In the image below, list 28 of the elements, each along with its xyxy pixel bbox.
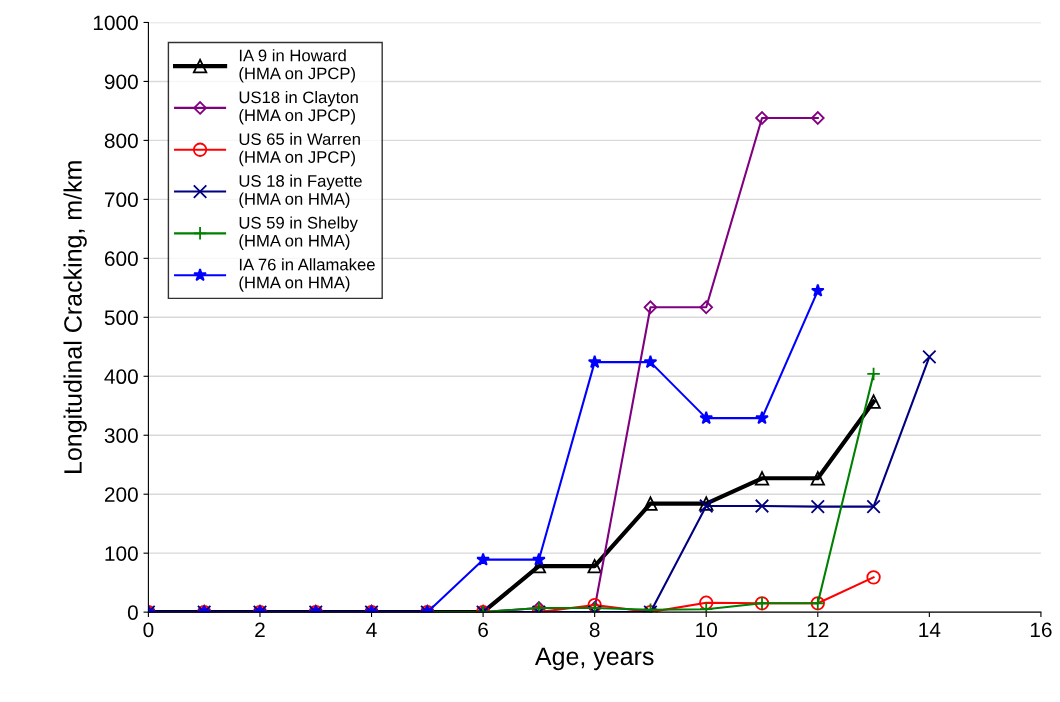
x-tick-label: 12 [807,622,829,637]
x-tick-label: 2 [255,622,265,637]
y-tick-label: 900 [104,74,138,90]
y-tick-label: 500 [104,310,138,326]
x-tick-label: 6 [478,622,488,638]
x-tick-label: 4 [366,622,377,637]
x-tick-label: 14 [919,622,941,637]
y-axis-title: Longitudinal Cracking, m/km [63,161,87,473]
y-tick-label: 300 [104,428,138,443]
y-tick-label: 600 [104,251,138,267]
y-tick-label: 400 [104,369,138,385]
y-tick-label: 200 [104,487,138,502]
y-tick-label: 1000 [93,15,138,31]
legend-label: IA 9 in Howard (HMA on JPCP) [239,49,355,83]
y-tick-label: 700 [104,192,138,208]
y-tick-label: 800 [104,133,138,149]
x-tick-label: 16 [1030,622,1052,638]
legend-label: US 59 in Shelby (HMA on HMA) [239,216,358,250]
legend-label: US 65 in Warren (HMA on JPCP) [239,132,360,167]
legend-label: IA 76 in Allamakee (HMA on HMA) [239,258,375,292]
y-tick-label: 100 [105,546,138,561]
x-axis-title: Age, years [534,647,654,671]
x-tick-label: 8 [589,622,600,638]
legend-label: US 18 in Fayette (HMA on HMA) [239,174,362,209]
y-tick-label: 0 [127,605,138,620]
legend-label: US18 in Clayton (HMA on JPCP) [239,90,358,125]
x-tick-label: 0 [143,622,154,638]
x-tick-label: 10 [696,622,717,638]
